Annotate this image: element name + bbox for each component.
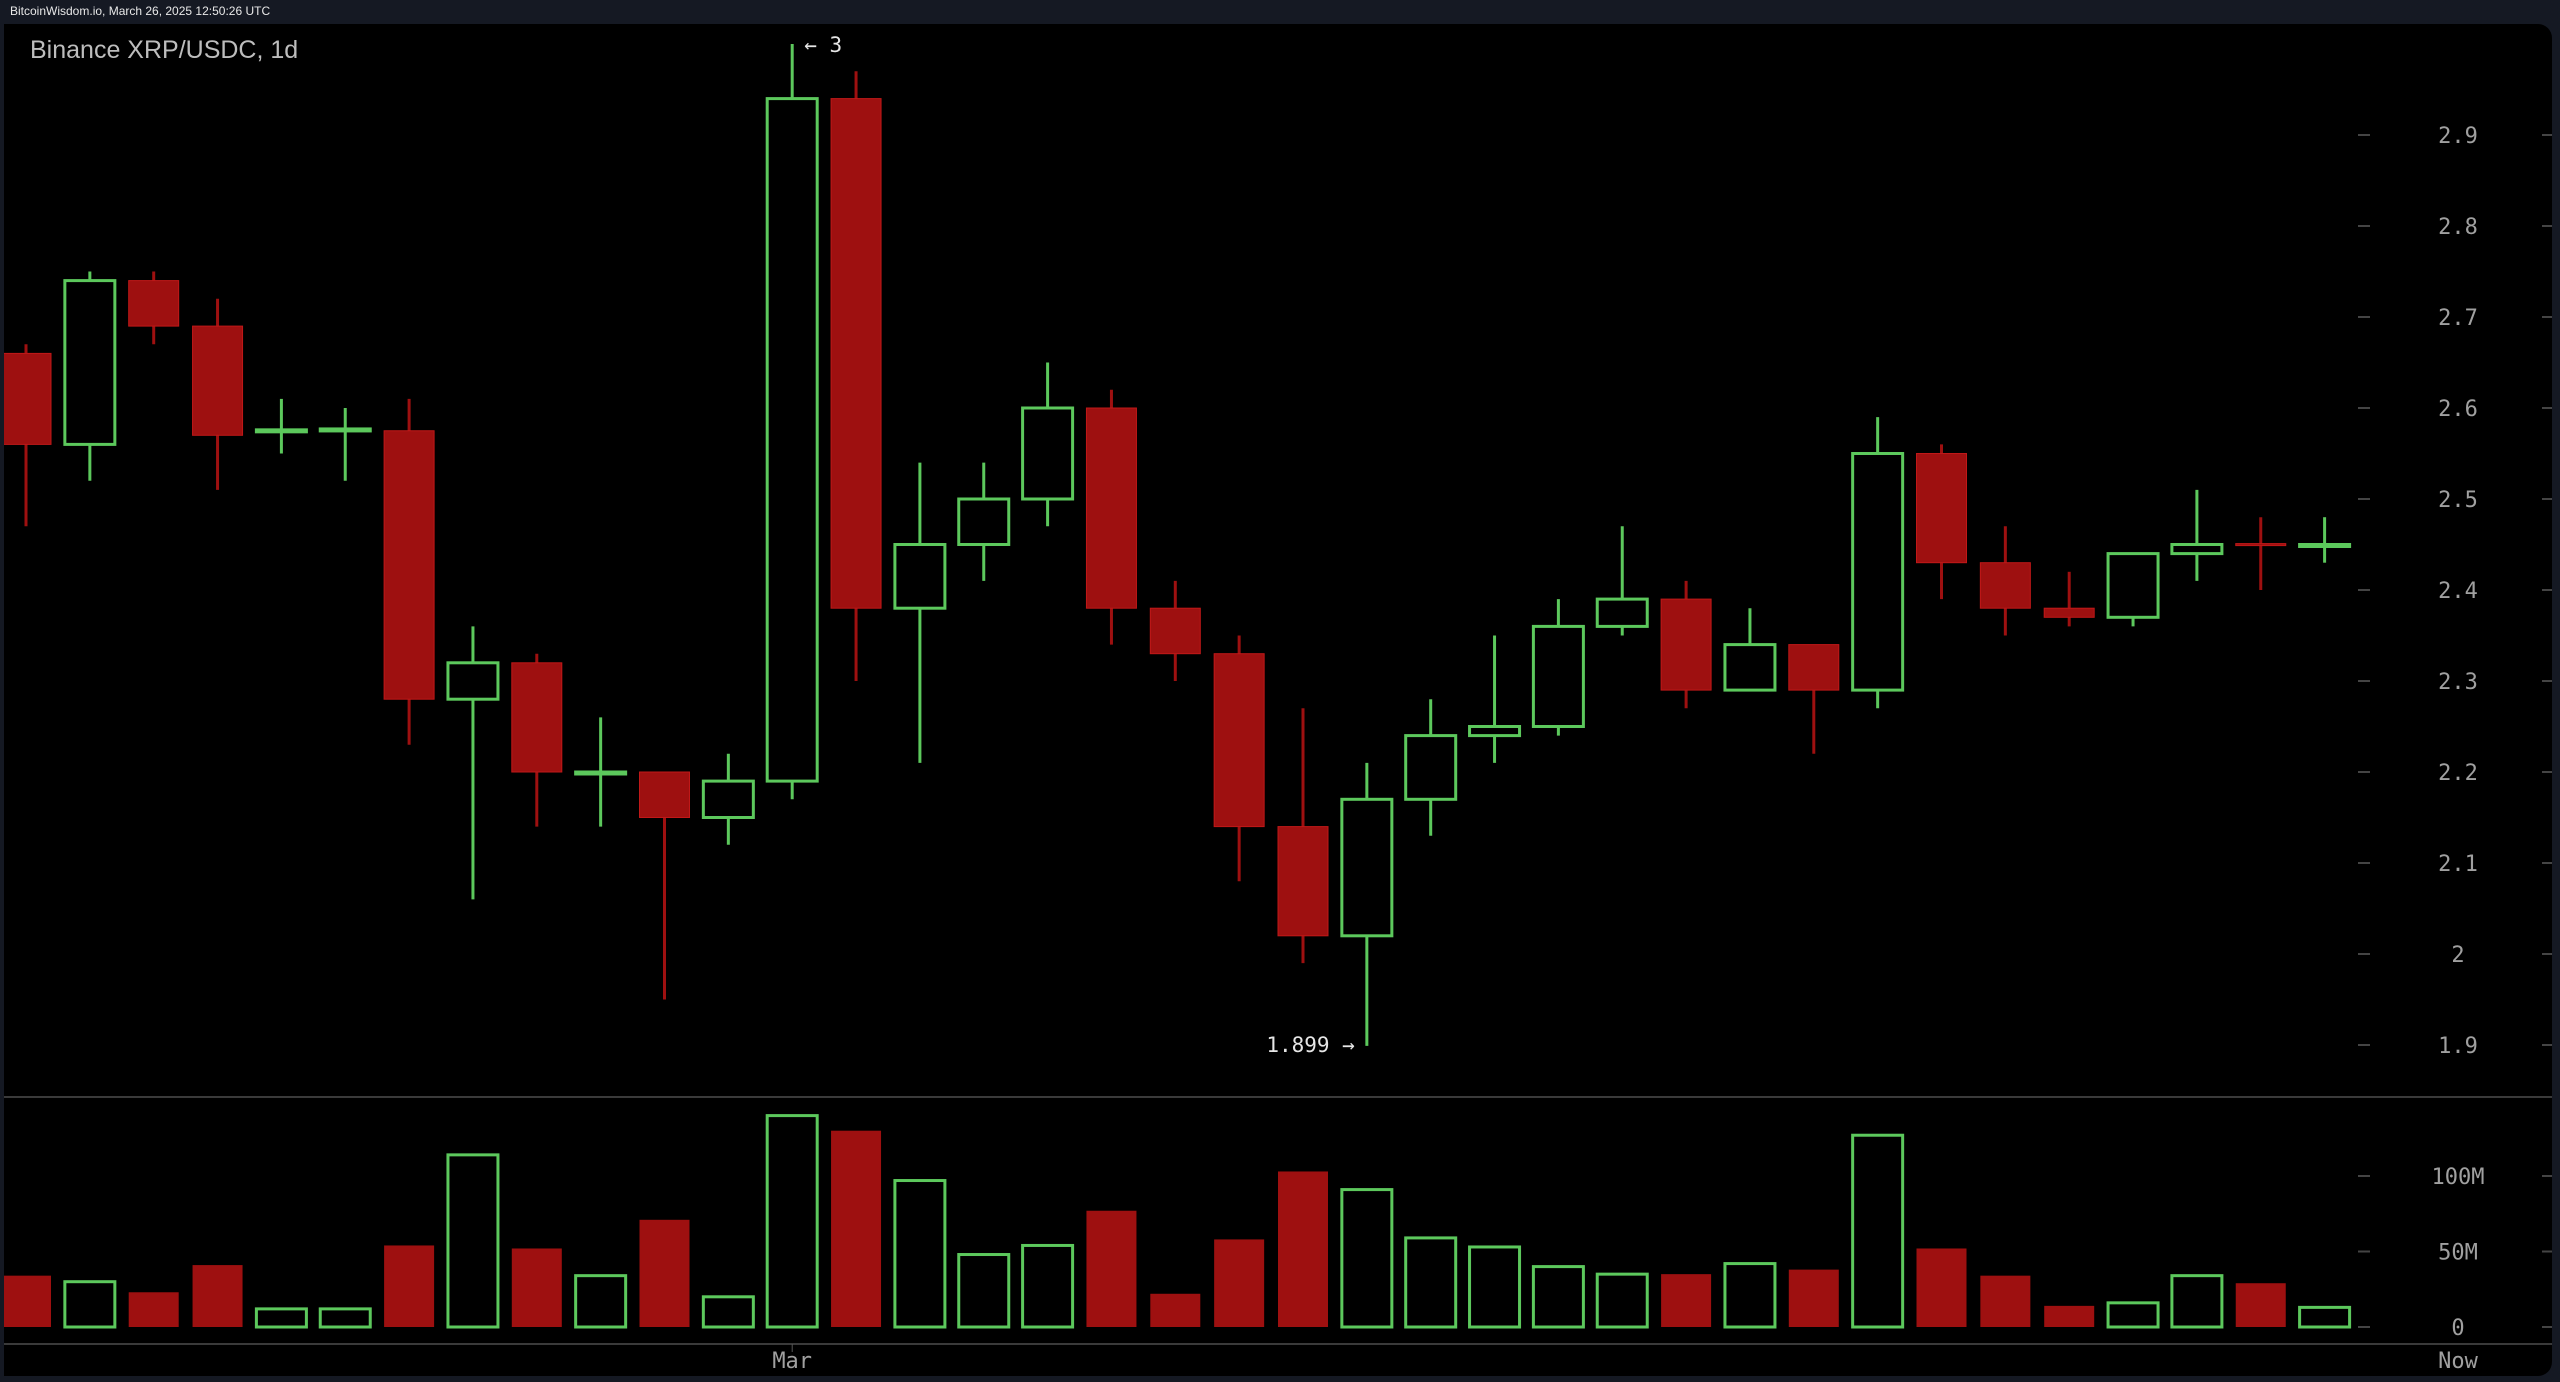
- candle-body-down: [1788, 644, 1840, 691]
- candle-body-up: [1021, 406, 1075, 501]
- volume-bar-down: [639, 1219, 690, 1327]
- volume-bar-up: [63, 1280, 117, 1329]
- volume-bar-down: [1980, 1275, 2031, 1327]
- candle-body-down: [2043, 607, 2095, 618]
- volume-bar-up: [957, 1253, 1011, 1329]
- volume-axis-label: 0: [2451, 1316, 2464, 1341]
- candle-body-up: [574, 770, 628, 776]
- volume-axis-label: 50M: [2438, 1241, 2478, 1266]
- price-axis-label: 2.4: [2438, 579, 2478, 604]
- price-axis-label: 2.2: [2438, 761, 2478, 786]
- candlestick-chart: 1.9 2 2.1 2.2 2.3 2.4 2.5 2.6 2.7 2.8 2.9 0 50M 100M ←…: [4, 33, 2552, 1374]
- candle-body-down: [1085, 407, 1137, 609]
- chart-title: Binance XRP/USDC, 1d: [30, 36, 299, 64]
- price-axis-label: 2.6: [2438, 397, 2478, 422]
- time-label-now: Now: [2438, 1349, 2478, 1374]
- volume-bar-down: [1661, 1274, 1712, 1327]
- volume-bar-down: [128, 1292, 179, 1327]
- candle-body-down: [2235, 543, 2287, 547]
- candle-body-up: [1595, 597, 1649, 628]
- price-axis-label: 2: [2451, 943, 2464, 968]
- volume-bar-up: [254, 1307, 308, 1329]
- volume-bar-down: [384, 1245, 435, 1327]
- candle-body-down: [511, 662, 563, 773]
- volume-bar-up: [1595, 1272, 1649, 1329]
- volume-bar-down: [831, 1130, 882, 1327]
- candle-body-up: [63, 279, 117, 446]
- price-axis-label: 2.5: [2438, 488, 2478, 513]
- high-annotation: ← 3: [804, 33, 842, 57]
- volume-bar-up: [765, 1114, 819, 1329]
- top-bar: BitcoinWisdom.io, March 26, 2025 12:50:2…: [0, 0, 2560, 24]
- volume-bar-up: [701, 1295, 755, 1329]
- candle-body-up: [318, 427, 372, 433]
- candle-body-up: [446, 661, 500, 701]
- candle-body-up: [701, 779, 755, 819]
- candle-body-up: [1404, 734, 1458, 801]
- volume-bar-up: [1531, 1265, 1585, 1329]
- volume-bar-up: [1404, 1236, 1458, 1329]
- candle-body-up: [1468, 725, 1522, 738]
- volume-bar-up: [1468, 1245, 1522, 1329]
- chart-panel: Binance XRP/USDC, 1d 1.9 2 2.1 2.2 2.3 2.4 2.5…: [4, 24, 2552, 1376]
- candle-body-down: [639, 771, 690, 818]
- volume-bar-down: [1086, 1210, 1137, 1327]
- candle-body-up: [1851, 452, 1905, 692]
- candle-body-down: [383, 430, 435, 700]
- candle-body-down: [830, 98, 882, 609]
- candle-body-up: [2106, 552, 2160, 619]
- candle-body-down: [1916, 453, 1967, 564]
- volume-bar-down: [1214, 1239, 1265, 1327]
- volume-bar-down: [2044, 1305, 2095, 1327]
- candle-body-up: [1723, 643, 1777, 692]
- volume-bar-down: [1150, 1293, 1201, 1327]
- low-annotation: 1.899 →: [1266, 1033, 1355, 1057]
- price-axis-label: 2.7: [2438, 306, 2478, 331]
- volume-bar-up: [2106, 1301, 2160, 1329]
- volume-bar-up: [574, 1274, 628, 1329]
- candle-body-up: [765, 97, 819, 783]
- candle-body-down: [1979, 562, 2031, 609]
- volume-bar-up: [1021, 1243, 1075, 1329]
- price-axis-label: 2.9: [2438, 124, 2478, 149]
- price-axis-label: 2.1: [2438, 852, 2478, 877]
- volume-bar-up: [1851, 1133, 1905, 1329]
- volume-bar-up: [1340, 1188, 1394, 1329]
- volume-bar-up: [2170, 1274, 2224, 1329]
- candle-body-down: [4, 352, 52, 445]
- volume-bar-down: [4, 1275, 51, 1327]
- volume-axis-label: 100M: [2432, 1165, 2485, 1190]
- candle-body-down: [1660, 598, 1712, 691]
- candle-body-up: [2298, 543, 2352, 548]
- volume-bar-up: [1723, 1262, 1777, 1329]
- volume-bar-up: [893, 1179, 947, 1329]
- candle-body-up: [957, 497, 1011, 546]
- volume-bar-down: [2235, 1283, 2286, 1327]
- volume-bar-down: [1788, 1269, 1839, 1327]
- candle-body-down: [128, 280, 180, 327]
- candle-body-up: [254, 428, 308, 434]
- volume-bar-down: [1916, 1248, 1967, 1327]
- price-axis-label: 1.9: [2438, 1034, 2478, 1059]
- candle-body-up: [1340, 797, 1394, 938]
- candle-body-up: [1531, 624, 1585, 729]
- volume-bar-up: [318, 1307, 372, 1329]
- volume-bar-down: [1278, 1171, 1328, 1327]
- candle-body-down: [1149, 607, 1201, 655]
- source-timestamp: BitcoinWisdom.io, March 26, 2025 12:50:2…: [10, 4, 271, 18]
- volume-bar-down: [192, 1265, 243, 1327]
- candle-body-down: [1277, 826, 1329, 937]
- volume-bar-up: [2298, 1305, 2352, 1329]
- price-axis-label: 2.8: [2438, 215, 2478, 240]
- time-label-mar: Mar: [772, 1349, 812, 1374]
- price-axis-label: 2.3: [2438, 670, 2478, 695]
- volume-bar-down: [511, 1248, 562, 1327]
- candle-body-down: [192, 325, 244, 436]
- candle-body-up: [893, 543, 947, 610]
- candle-body-up: [2170, 543, 2224, 556]
- candle-body-down: [1213, 653, 1265, 828]
- volume-bar-up: [446, 1153, 500, 1329]
